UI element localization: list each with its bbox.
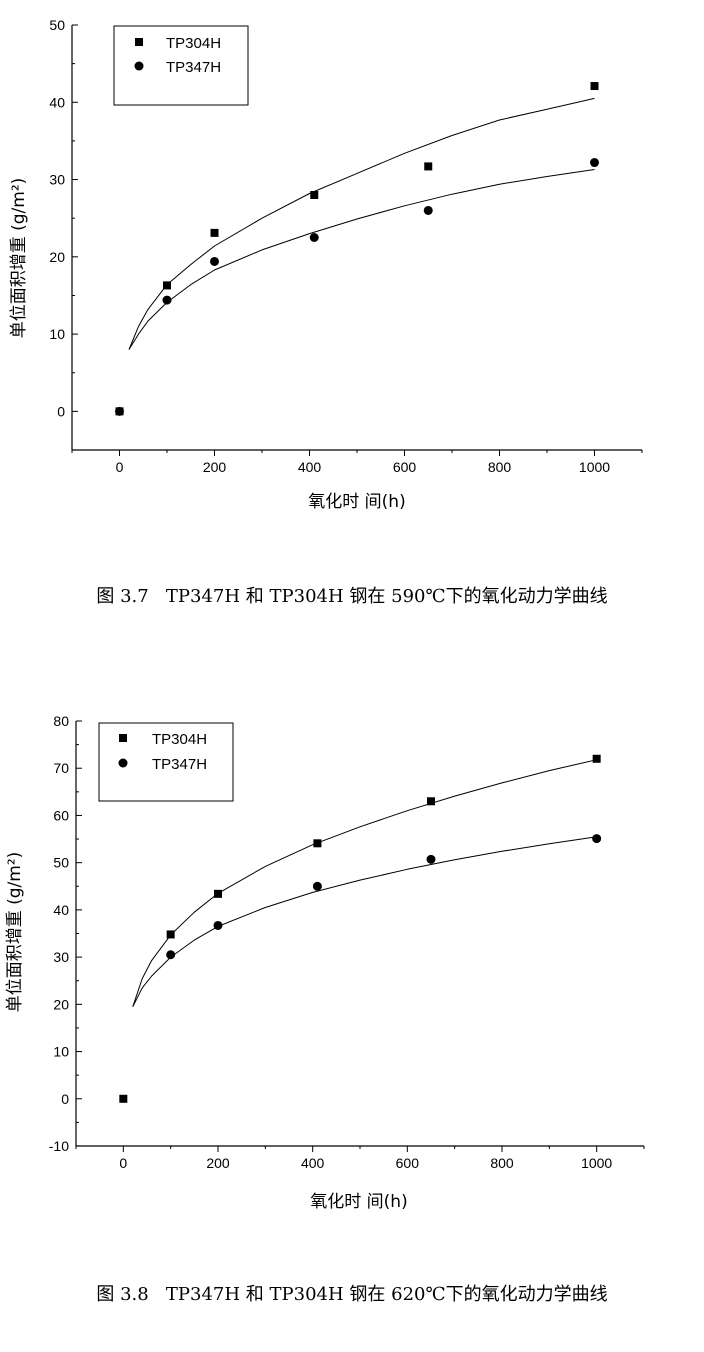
y-tick-label: 10: [53, 1044, 69, 1060]
y-tick-label: 20: [53, 996, 69, 1012]
x-tick-label: 800: [488, 459, 512, 475]
y-tick-label: 10: [49, 326, 65, 342]
y-tick-label: 60: [53, 807, 69, 823]
data-point-tp347h: [210, 256, 219, 266]
x-tick-label: 800: [490, 1155, 514, 1171]
y-tick-label: 50: [53, 855, 69, 871]
data-point-tp347h: [312, 881, 322, 891]
legend-label-tp304h: TP304H: [166, 35, 221, 52]
data-point-tp304h: [427, 797, 435, 806]
plot-layer: 0 10 20 30 40 50 0 200 400 600 800 1000: [49, 17, 643, 475]
legend-label-tp304h: TP304H: [152, 731, 207, 748]
y-axis-title: 单位面积增重 (g/m²): [9, 178, 29, 339]
figure-caption-3-8: 图 3.8 TP347H 和 TP304H 钢在 620℃下的氧化动力学曲线: [96, 1284, 608, 1305]
chart-590c: 0 10 20 30 40 50 0 200 400 600 800 1000 TP304H TP34…: [9, 17, 643, 512]
y-tick-label: 40: [49, 94, 65, 110]
y-axis-title: 单位面积增重 (g/m²): [5, 852, 25, 1013]
y-tick-label: 80: [53, 713, 69, 729]
y-tick-label: 40: [53, 902, 69, 918]
y-tick-label: 20: [49, 249, 65, 265]
x-tick-label: 600: [393, 459, 417, 475]
x-axis-title: 氧化时 间(h): [308, 492, 405, 512]
data-point-tp347h: [162, 295, 172, 305]
y-tick-label: 70: [53, 760, 69, 776]
y-tick-label: 50: [49, 17, 65, 33]
legend-marker-tp304h: [119, 734, 127, 742]
y-tick-label: 0: [57, 403, 65, 419]
data-point-tp304h: [166, 930, 175, 939]
data-point-tp347h: [213, 920, 223, 930]
x-tick-label: 400: [298, 459, 322, 475]
data-point-tp304h: [163, 281, 171, 290]
x-tick-label: 200: [206, 1155, 230, 1171]
legend-label-tp347h: TP347H: [152, 756, 207, 773]
data-point-tp347h: [423, 205, 433, 215]
data-point-tp347h: [309, 233, 319, 242]
y-tick-label: 30: [53, 949, 69, 965]
legend-label-tp347h: TP347H: [166, 59, 221, 76]
data-point-tp347h: [590, 158, 599, 168]
x-tick-label: 600: [396, 1155, 420, 1171]
figure-caption-3-7: 图 3.7 TP347H 和 TP304H 钢在 590℃下的氧化动力学曲线: [96, 586, 608, 607]
x-tick-label: 1000: [581, 1155, 612, 1171]
data-point-tp304h: [424, 162, 433, 171]
y-tick-label: -10: [49, 1138, 69, 1154]
fit-curve-tp347h: [128, 169, 595, 350]
data-point-tp304h: [310, 191, 319, 199]
fit-curve-tp304h: [132, 759, 597, 1007]
legend-marker-tp347h: [118, 758, 128, 768]
x-axis-title: 氧化时 间(h): [310, 1192, 407, 1212]
legend-marker-tp347h: [134, 61, 144, 71]
data-point-tp304h: [313, 839, 322, 848]
data-point-tp347h: [592, 834, 602, 844]
data-point-tp347h: [426, 854, 436, 864]
data-point-tp304h: [590, 82, 599, 91]
data-point-tp304h: [210, 228, 219, 237]
data-point-tp347h: [166, 950, 176, 960]
x-tick-label: 1000: [579, 459, 610, 475]
x-tick-label: 400: [301, 1155, 325, 1171]
y-tick-label: 0: [61, 1091, 69, 1107]
data-point-tp304h: [119, 1094, 128, 1103]
y-tick-label: 30: [49, 172, 65, 188]
x-tick-label: 200: [203, 459, 227, 475]
data-point-tp304h: [214, 889, 222, 898]
fit-curve-tp304h: [128, 97, 595, 350]
fit-curve-tp347h: [132, 836, 597, 1007]
legend-marker-tp304h: [135, 38, 143, 46]
data-point-tp347h: [115, 406, 124, 416]
x-tick-label: 0: [116, 459, 124, 475]
x-tick-label: 0: [119, 1155, 127, 1171]
data-point-tp304h: [592, 754, 601, 763]
